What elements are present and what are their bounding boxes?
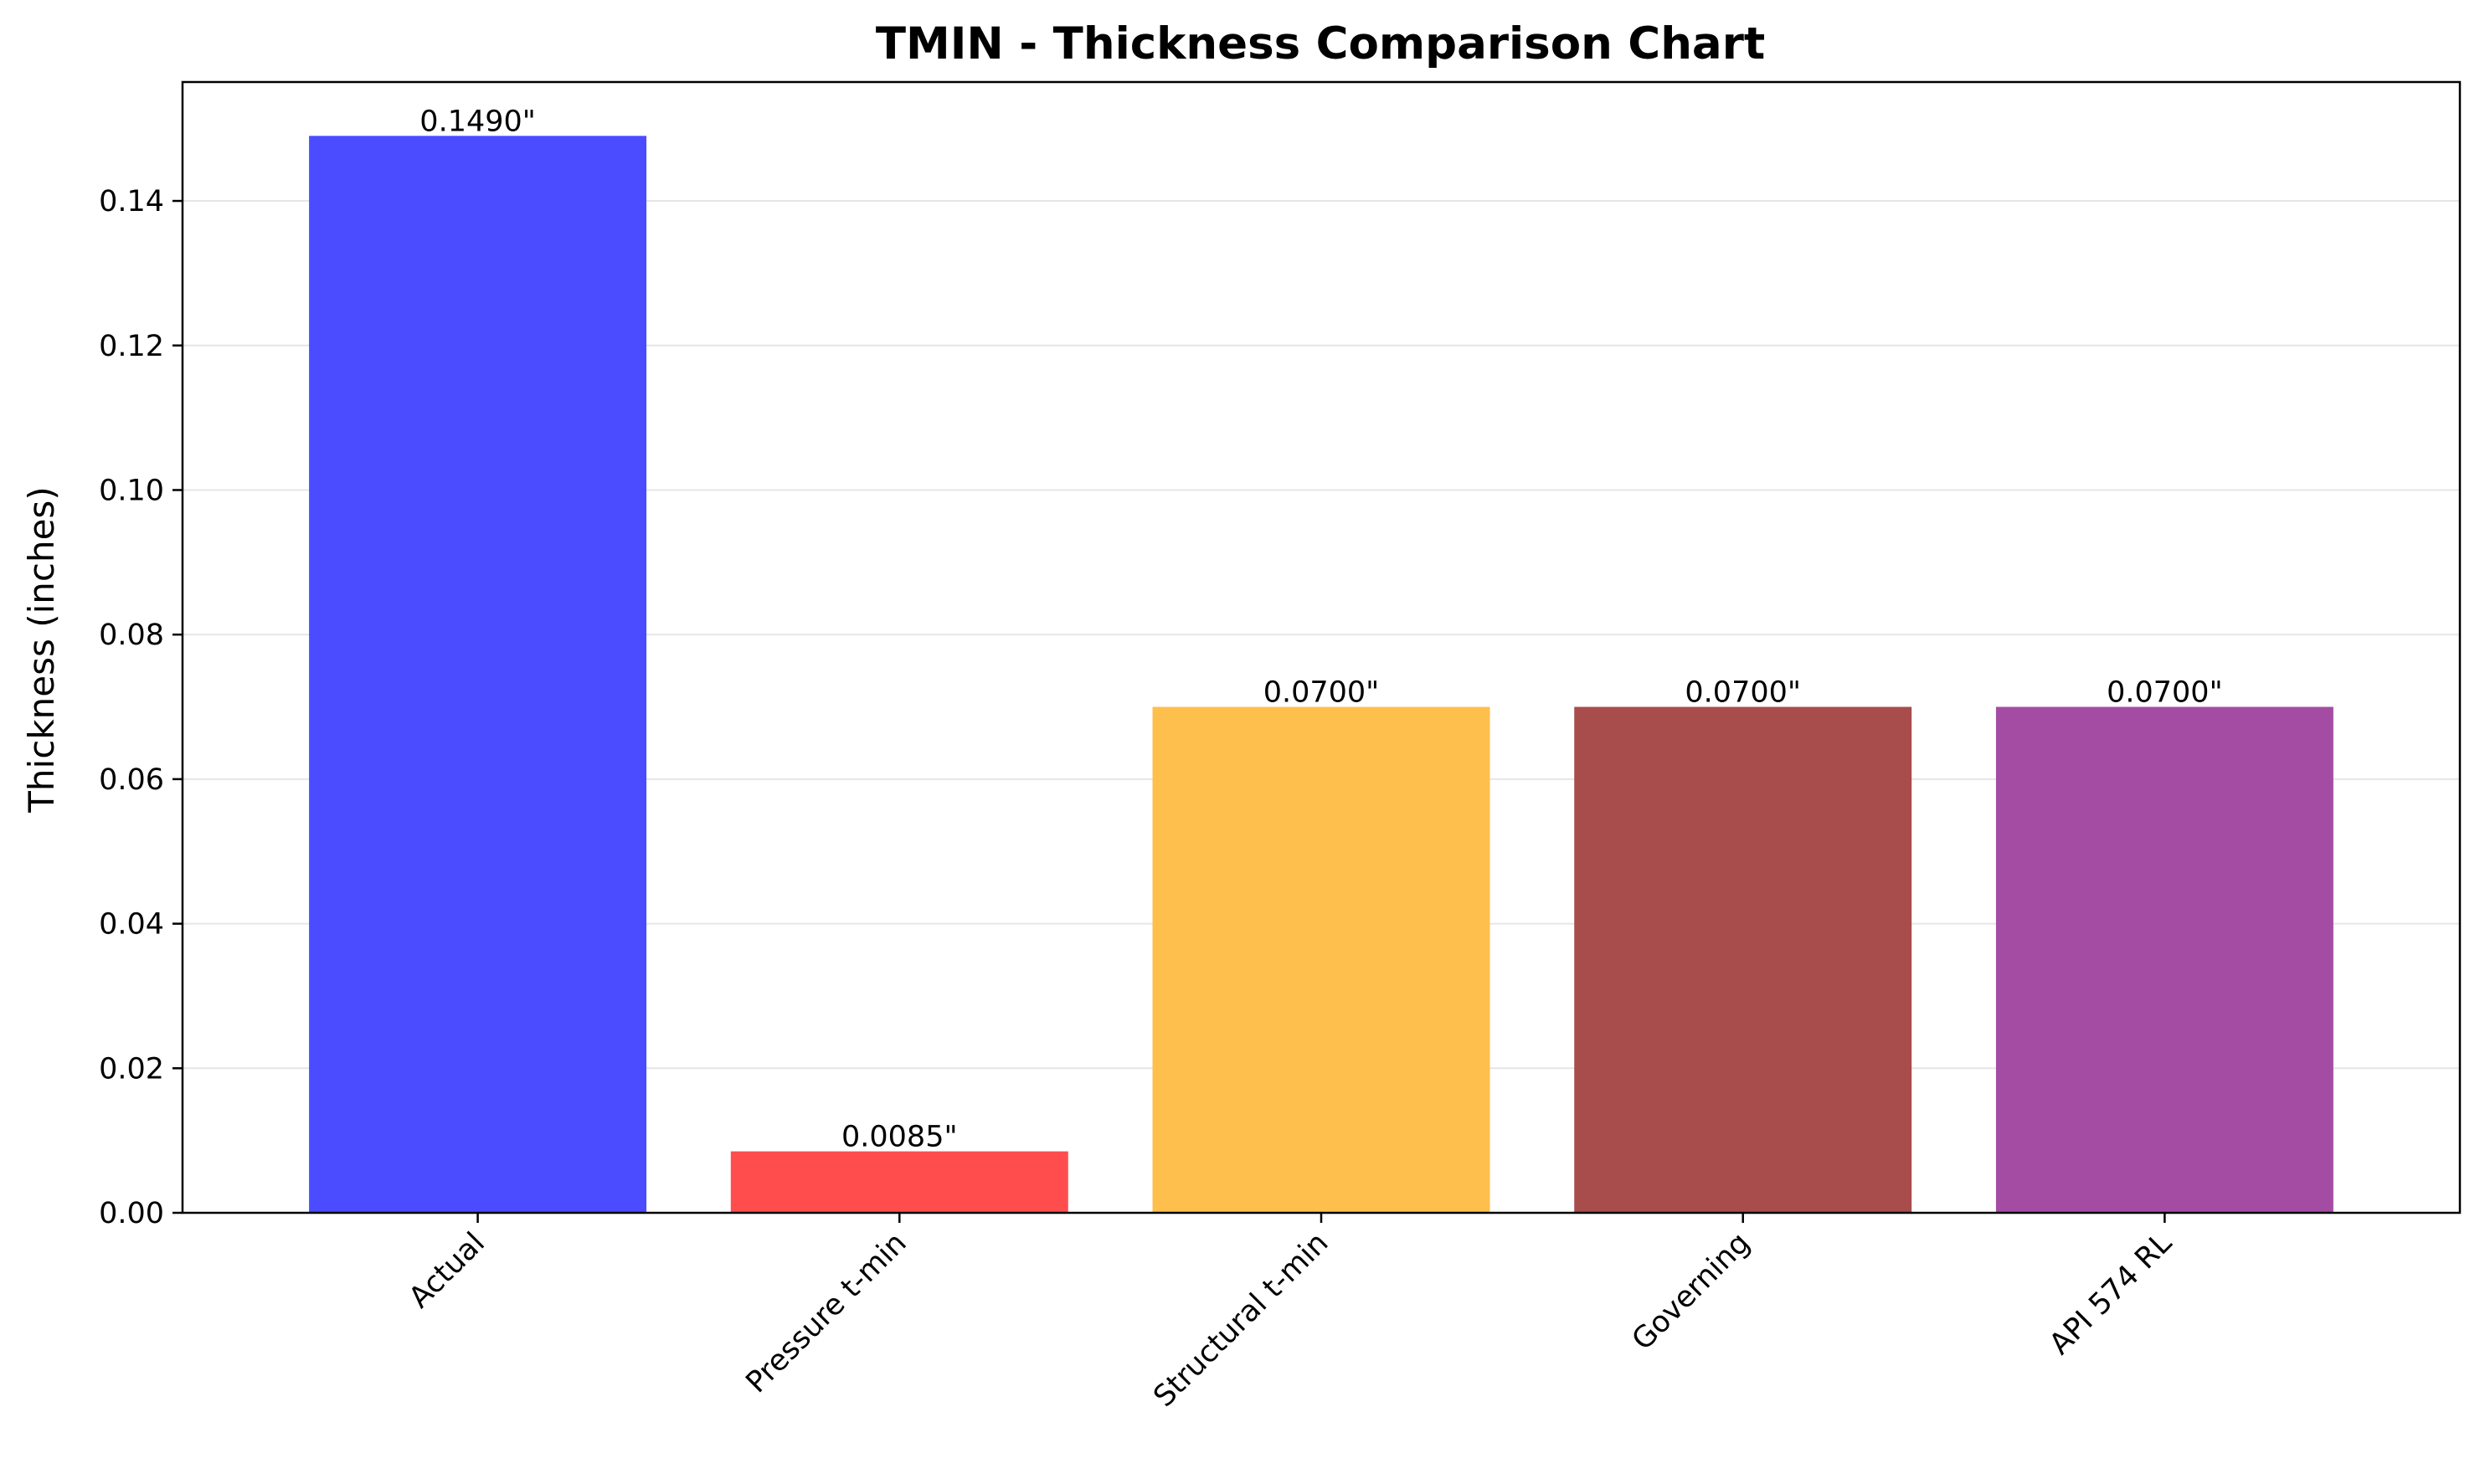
bar-value-label: 0.0700"	[1263, 676, 1380, 710]
bar-value-label: 0.1490"	[419, 105, 536, 138]
chart-title: TMIN - Thickness Comparison Chart	[876, 18, 1765, 69]
bar-value-label: 0.0700"	[2107, 676, 2223, 710]
y-tick-label: 0.12	[99, 330, 164, 363]
y-tick-label: 0.14	[99, 185, 164, 218]
bar-structural-t-min	[1152, 706, 1490, 1213]
plot-area-frame	[181, 80, 2462, 1214]
bar-api-574-rl	[1995, 706, 2333, 1213]
y-tick-label: 0.00	[99, 1197, 164, 1230]
bar-value-labels: 0.1490" 0.0085" 0.0700" 0.0700" 0.0700"	[419, 105, 2222, 1153]
y-axis: 0.00 0.02 0.04 0.06 0.08 0.10 0.12 0.14	[99, 185, 183, 1230]
y-tick-label: 0.06	[99, 763, 164, 797]
y-tick-label: 0.04	[99, 908, 164, 942]
y-tick-label: 0.08	[99, 619, 164, 652]
bar-value-label: 0.0085"	[841, 1121, 958, 1154]
bars	[309, 136, 2333, 1213]
y-tick-label: 0.02	[99, 1052, 164, 1086]
bar-value-label: 0.0700"	[1685, 676, 1801, 710]
bar-pressure-t-min	[730, 1151, 1068, 1213]
bar-actual	[309, 136, 647, 1213]
y-axis-label: Thickness (inches)	[21, 486, 62, 813]
bar-governing	[1574, 706, 1912, 1213]
y-tick-label: 0.10	[99, 474, 164, 507]
